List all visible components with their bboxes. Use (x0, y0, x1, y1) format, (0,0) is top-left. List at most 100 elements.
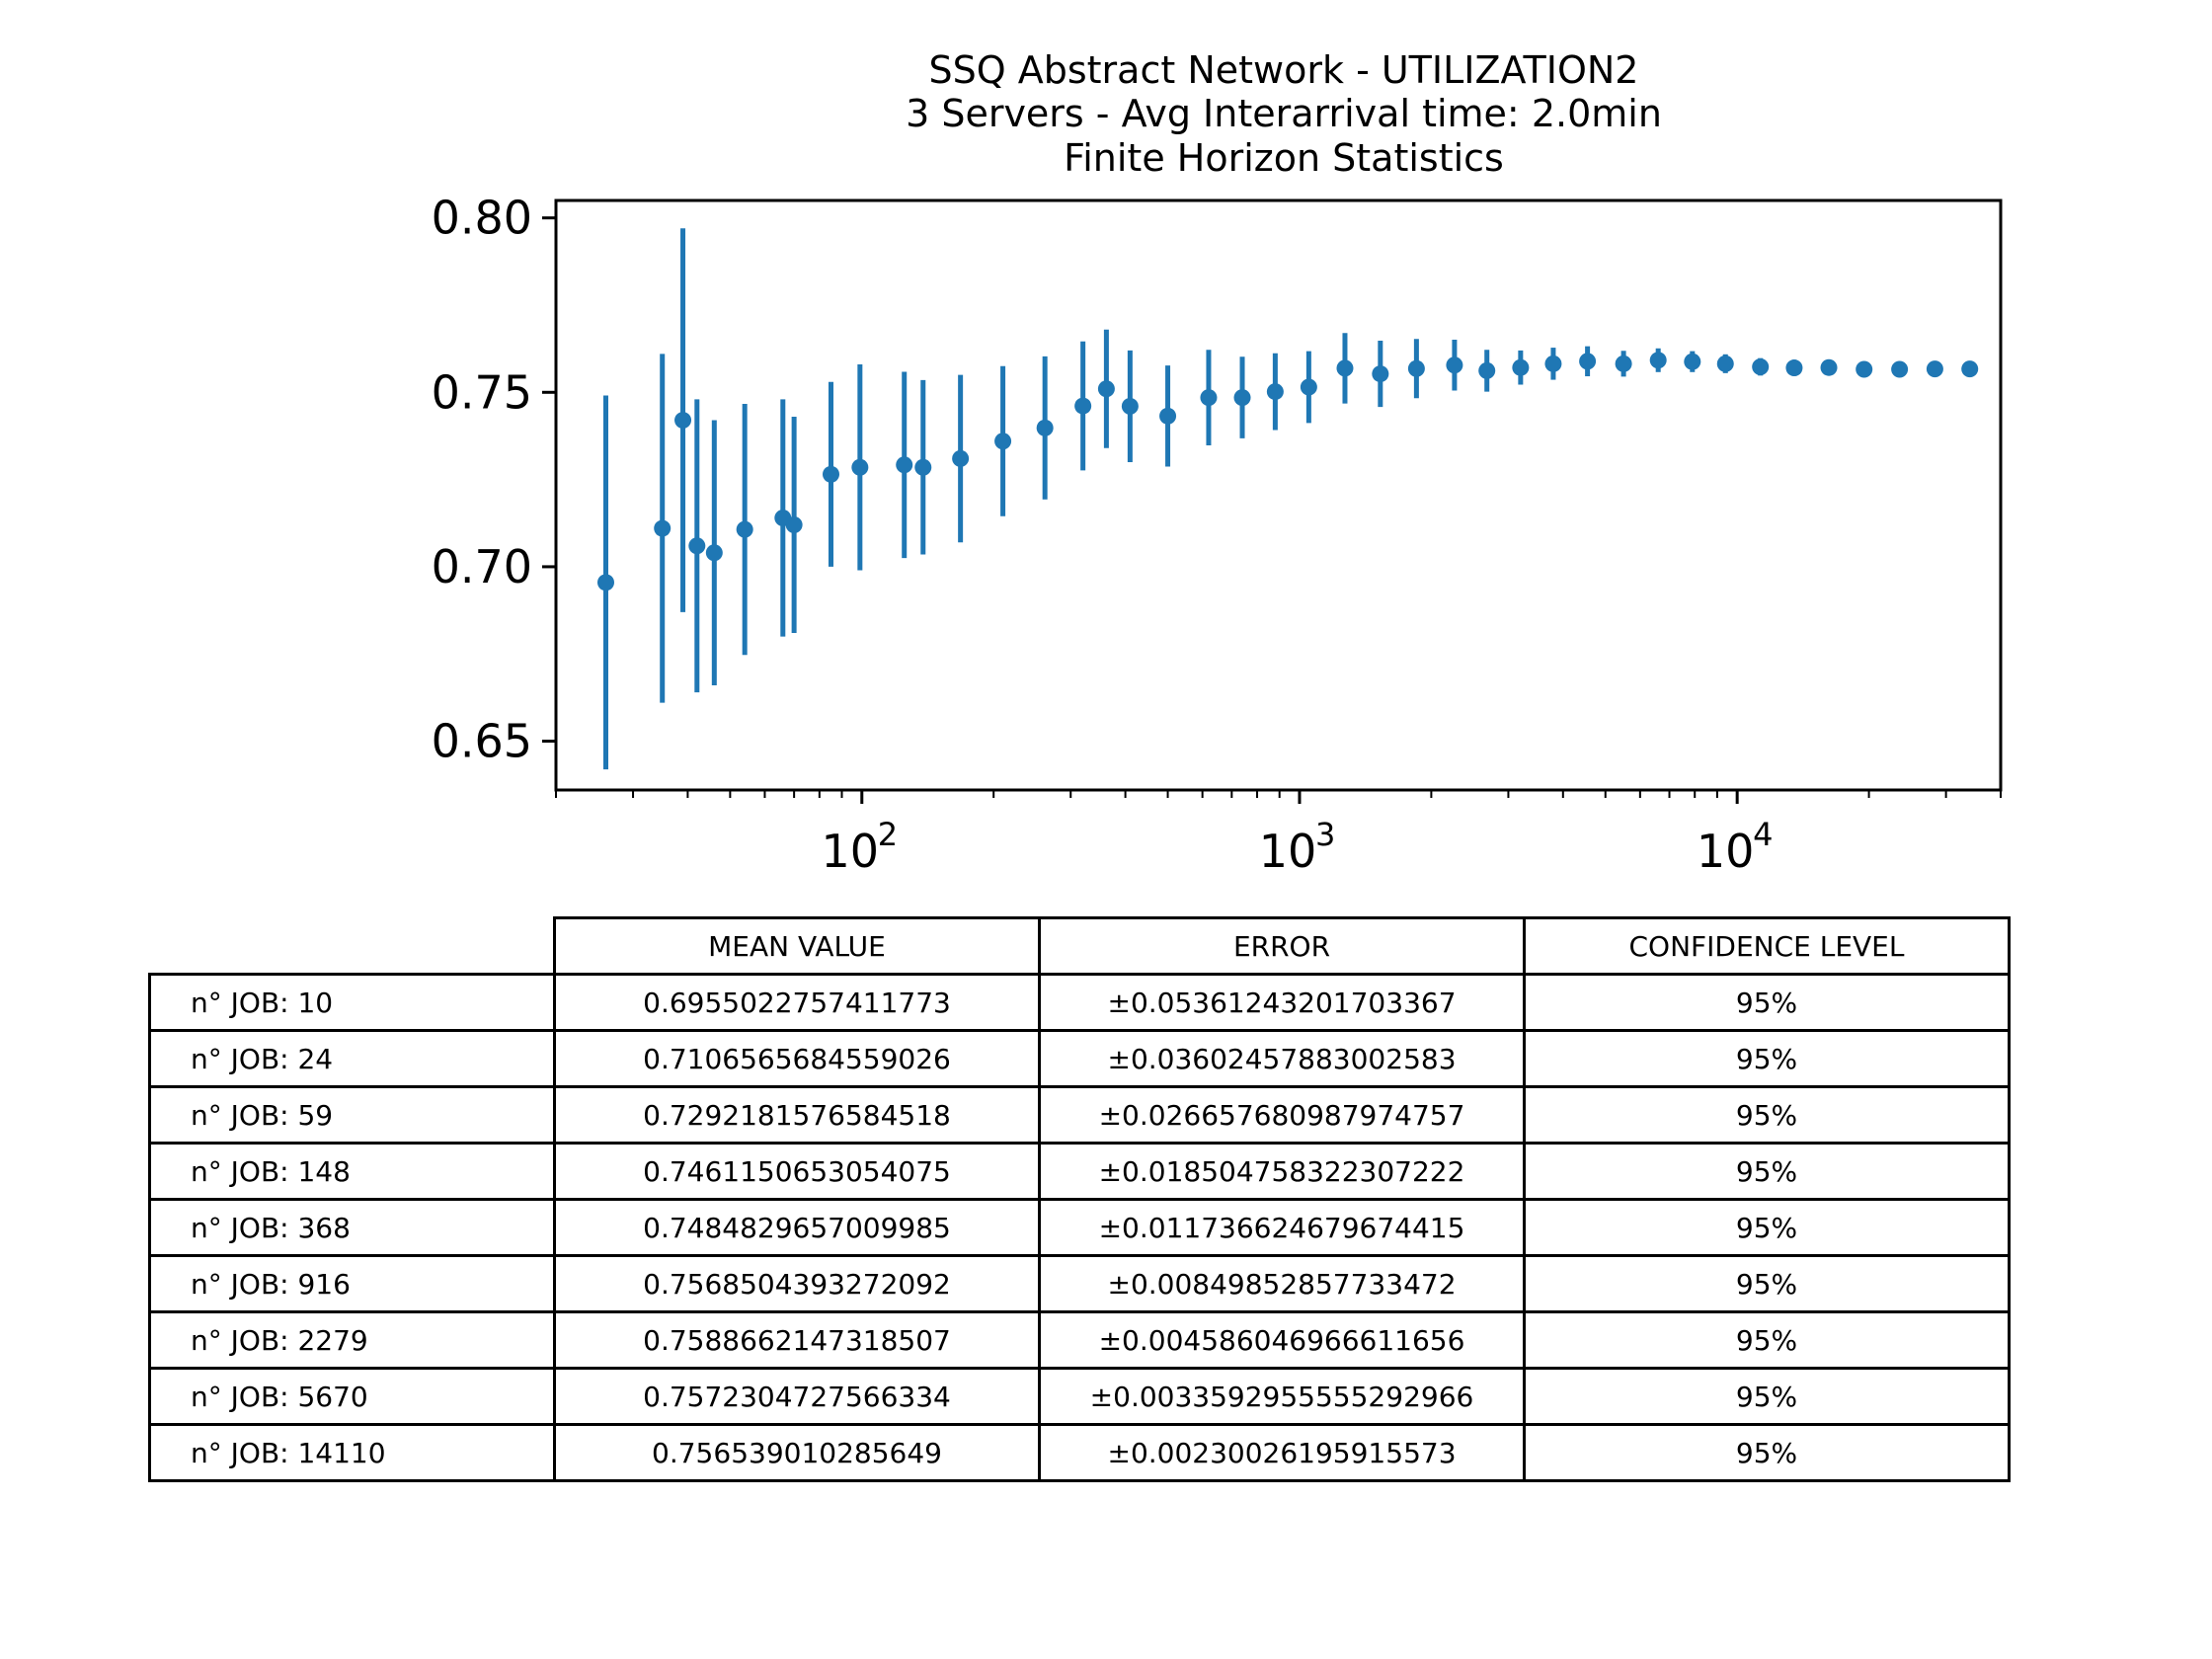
table-corner-cell (149, 917, 556, 976)
error-cell: ±0.0033592955555292966 (1038, 1367, 1526, 1426)
mean-value-cell: 0.7588662147318507 (553, 1310, 1041, 1370)
data-point-1 (654, 519, 672, 537)
data-point-34 (1716, 355, 1734, 372)
data-point-32 (1649, 352, 1667, 369)
data-point-11 (914, 458, 932, 476)
data-point-30 (1579, 353, 1597, 370)
row-label: n° JOB: 24 (148, 1029, 556, 1088)
row-label: n° JOB: 14110 (148, 1423, 556, 1482)
data-point-10 (896, 456, 913, 474)
x-tick-label-1: 10 (1259, 825, 1317, 878)
row-label: n° JOB: 2279 (148, 1310, 556, 1370)
data-point-29 (1544, 355, 1562, 372)
data-point-35 (1752, 358, 1770, 376)
chart-title-line-2: 3 Servers - Avg Interarrival time: 2.0mi… (906, 92, 1662, 135)
error-cell: ±0.026657680987974757 (1038, 1085, 1526, 1145)
data-point-39 (1891, 360, 1909, 378)
x-tick-label-exponent-1: 3 (1315, 816, 1335, 853)
confidence-cell: 95% (1523, 1029, 2011, 1088)
data-point-28 (1512, 358, 1530, 376)
data-point-31 (1615, 355, 1632, 372)
confidence-cell: 95% (1523, 1198, 2011, 1257)
data-point-4 (705, 544, 723, 562)
mean-value-cell: 0.7568504393272092 (553, 1254, 1041, 1313)
table-row: n° JOB: 10 0.6955022757411773 ±0.053612432… (148, 973, 2011, 1032)
mean-value-cell: 0.7461150653054075 (553, 1142, 1041, 1201)
table-row: n° JOB: 5670 0.7572304727566334 ±0.0033592… (148, 1367, 2011, 1426)
data-point-3 (688, 537, 706, 555)
y-tick-label-0: 0.65 (432, 715, 532, 768)
data-point-40 (1926, 360, 1943, 378)
data-point-33 (1684, 353, 1701, 370)
data-point-25 (1407, 359, 1425, 377)
row-label: n° JOB: 10 (148, 973, 556, 1032)
data-point-12 (952, 449, 970, 467)
data-point-20 (1233, 389, 1251, 407)
data-point-23 (1336, 359, 1354, 377)
data-point-13 (994, 433, 1012, 450)
error-cell: ±0.00230026195915573 (1038, 1423, 1526, 1482)
table-row: n° JOB: 59 0.7292181576584518 ±0.026657680… (148, 1085, 2011, 1145)
data-point-0 (596, 574, 614, 592)
data-point-38 (1856, 360, 1873, 378)
error-cell: ±0.011736624679674415 (1038, 1198, 1526, 1257)
y-tick-label-2: 0.75 (432, 365, 532, 419)
error-cell: ±0.018504758322307222 (1038, 1142, 1526, 1201)
data-marks (596, 228, 1979, 770)
row-label: n° JOB: 59 (148, 1085, 556, 1145)
table-header-row: MEAN VALUE ERROR CONFIDENCE LEVEL (149, 916, 2011, 976)
row-label: n° JOB: 368 (148, 1198, 556, 1257)
table-row: n° JOB: 2279 0.7588662147318507 ±0.0045860… (148, 1310, 2011, 1370)
mean-value-cell: 0.7106565684559026 (553, 1029, 1041, 1088)
table-row: n° JOB: 24 0.7106565684559026 ±0.036024578… (148, 1029, 2011, 1088)
mean-value-cell: 0.7572304727566334 (553, 1367, 1041, 1426)
confidence-cell: 95% (1523, 1254, 2011, 1313)
confidence-cell: 95% (1523, 1085, 2011, 1145)
column-header-error: ERROR (1038, 916, 1526, 976)
x-tick-label-exponent-0: 2 (878, 816, 898, 853)
data-point-7 (785, 516, 803, 534)
data-point-14 (1036, 419, 1054, 436)
row-label: n° JOB: 5670 (148, 1367, 556, 1426)
confidence-cell: 95% (1523, 1367, 2011, 1426)
confidence-cell: 95% (1523, 973, 2011, 1032)
error-cell: ±0.004586046966611656 (1038, 1310, 1526, 1370)
data-point-18 (1159, 407, 1177, 425)
y-tick-label-3: 0.80 (432, 192, 532, 245)
data-point-9 (851, 458, 869, 476)
data-point-2 (674, 412, 692, 430)
data-point-19 (1200, 389, 1218, 407)
chart-title-line-1: SSQ Abstract Network - UTILIZATION2 (929, 48, 1639, 92)
table-row: n° JOB: 368 0.7484829657009985 ±0.01173662… (148, 1198, 2011, 1257)
mean-value-cell: 0.7484829657009985 (553, 1198, 1041, 1257)
data-point-37 (1820, 358, 1838, 376)
x-axis: 102 103 104 (555, 790, 2002, 878)
data-point-15 (1074, 397, 1092, 415)
data-point-27 (1478, 361, 1496, 379)
row-label: n° JOB: 148 (148, 1142, 556, 1201)
chart-title-line-3: Finite Horizon Statistics (1064, 136, 1504, 180)
data-point-21 (1266, 383, 1284, 401)
column-header-mean: MEAN VALUE (553, 916, 1041, 976)
confidence-cell: 95% (1523, 1310, 2011, 1370)
data-point-17 (1121, 397, 1139, 415)
data-point-36 (1785, 359, 1803, 377)
data-point-24 (1372, 365, 1389, 383)
error-cell: ±0.03602457883002583 (1038, 1029, 1526, 1088)
error-cell: ±0.00849852857733472 (1038, 1254, 1526, 1313)
data-point-26 (1446, 356, 1463, 374)
table-row: n° JOB: 916 0.7568504393272092 ±0.00849852… (148, 1254, 2011, 1313)
chart-title: SSQ Abstract Network - UTILIZATION2 3 Se… (906, 48, 1662, 180)
statistics-table: MEAN VALUE ERROR CONFIDENCE LEVEL n° JOB… (148, 916, 2011, 1482)
mean-value-cell: 0.7292181576584518 (553, 1085, 1041, 1145)
table-row: n° JOB: 148 0.7461150653054075 ±0.01850475… (148, 1142, 2011, 1201)
data-point-8 (822, 465, 839, 483)
confidence-cell: 95% (1523, 1423, 2011, 1482)
x-tick-label-exponent-2: 4 (1753, 816, 1773, 853)
table-row: n° JOB: 14110 0.756539010285649 ±0.0023002… (148, 1423, 2011, 1482)
column-header-confidence: CONFIDENCE LEVEL (1523, 916, 2011, 976)
data-point-41 (1961, 360, 1979, 378)
x-tick-label-2: 10 (1697, 825, 1755, 878)
error-cell: ±0.05361243201703367 (1038, 973, 1526, 1032)
